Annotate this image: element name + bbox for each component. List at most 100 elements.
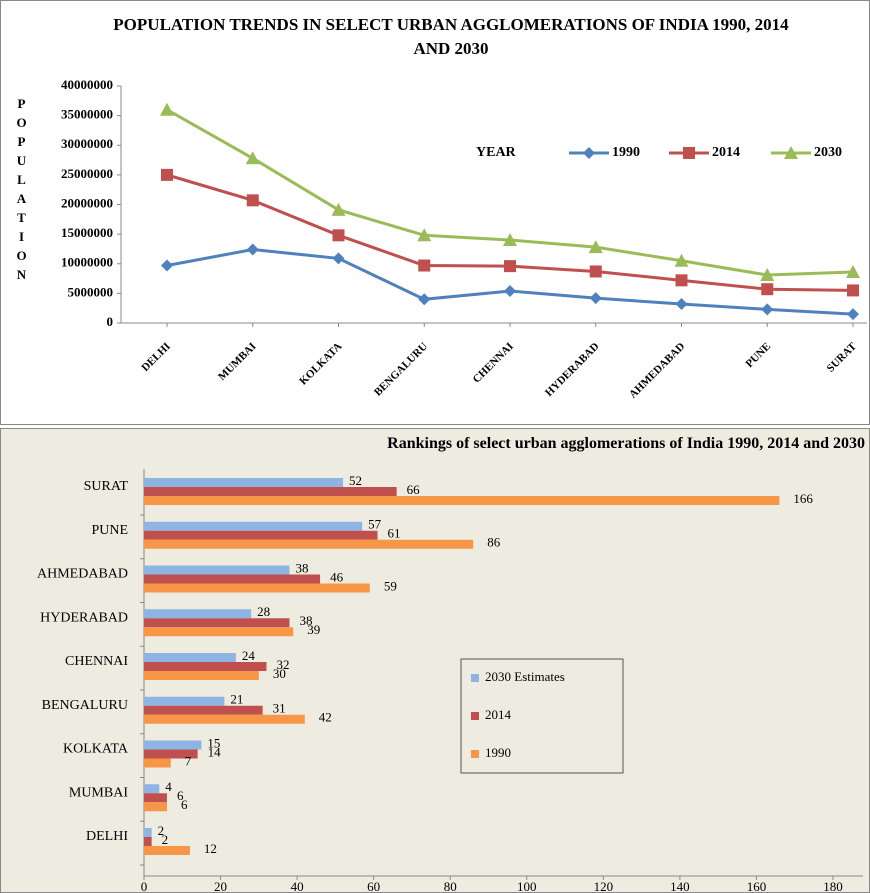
marker <box>675 274 688 287</box>
y-tick-label: PUNE <box>91 523 128 538</box>
x-tick-label: 160 <box>747 879 767 892</box>
bar <box>144 627 294 637</box>
x-tick-label: 40 <box>291 879 304 892</box>
x-tick-label: 0 <box>141 879 148 892</box>
marker <box>246 194 259 207</box>
x-tick-label: KOLKATA <box>297 340 344 387</box>
data-label: 39 <box>307 622 320 637</box>
x-tick-label: HYDERABAD <box>543 340 602 399</box>
legend-swatch <box>471 674 479 682</box>
data-label: 30 <box>273 666 286 681</box>
bar <box>144 671 259 680</box>
legend-box <box>460 658 624 774</box>
bar <box>144 828 152 837</box>
marker <box>418 259 431 272</box>
bar <box>144 609 252 619</box>
bar <box>144 758 171 768</box>
bar <box>144 539 474 549</box>
y-tick-label: MUMBAI <box>69 785 128 800</box>
bar <box>144 496 780 505</box>
y-tick-label: AHMEDABAD <box>37 567 128 582</box>
data-label: 4 <box>165 779 172 794</box>
marker <box>846 265 860 279</box>
data-label: 38 <box>299 613 312 628</box>
y-tick-label: 35000000 <box>61 107 113 122</box>
x-tick-label: 80 <box>444 879 457 892</box>
bar <box>144 837 152 846</box>
data-label: 28 <box>257 604 270 619</box>
bar <box>144 478 344 487</box>
data-label: 31 <box>273 701 286 716</box>
bar <box>144 653 236 662</box>
x-tick-label: MUMBAI <box>216 340 259 383</box>
bar <box>144 793 167 803</box>
x-tick-label: AHMEDABAD <box>627 340 687 400</box>
marker <box>332 229 345 242</box>
marker <box>583 147 595 159</box>
y-tick-label: CHENNAI <box>65 654 128 669</box>
marker <box>674 253 689 267</box>
line-panel: 0 5000000 10000000 15000000 20000000 25000000… <box>0 0 870 425</box>
bar <box>144 784 160 794</box>
chart-title: POPULATION TRENDS IN SELECT URBAN AGGLOM… <box>113 15 789 58</box>
data-label: 66 <box>407 482 421 497</box>
x-tick-label: PUNE <box>743 340 773 370</box>
x-tick-label: CHENNAI <box>471 340 516 385</box>
marker <box>589 292 602 305</box>
legend-label: 2030 Estimates <box>485 669 565 684</box>
x-tick-label: SURAT <box>825 340 860 375</box>
bar <box>144 662 267 671</box>
x-tick-label: 140 <box>670 879 690 892</box>
data-label: 59 <box>384 578 397 593</box>
data-label: 86 <box>487 535 501 550</box>
legend-label: 2030 <box>814 145 842 160</box>
marker <box>245 151 260 165</box>
y-tick-label: 40000000 <box>61 77 113 92</box>
legend-title: YEAR <box>476 145 517 160</box>
marker <box>760 268 775 282</box>
marker <box>246 243 259 256</box>
marker <box>504 285 516 298</box>
bar <box>144 618 290 628</box>
marker <box>588 240 603 254</box>
data-label: 32 <box>276 657 289 672</box>
y-tick-label: KOLKATA <box>63 742 129 757</box>
x-tick-label: 20 <box>214 879 227 892</box>
y-tick-label: 25000000 <box>61 166 113 181</box>
data-label: 46 <box>330 569 344 584</box>
data-label: 2 <box>158 823 165 838</box>
x-tick-label: 100 <box>517 879 537 892</box>
x-tick-label: 60 <box>367 879 380 892</box>
bar <box>144 565 290 575</box>
legend-label: 2014 <box>712 145 740 160</box>
data-label: 6 <box>181 797 188 812</box>
marker <box>503 233 517 247</box>
bar <box>144 521 363 531</box>
marker <box>761 303 774 316</box>
marker <box>331 202 346 216</box>
marker <box>332 252 345 265</box>
legend-swatch <box>471 712 479 720</box>
marker <box>418 293 431 306</box>
data-label: 24 <box>242 648 256 663</box>
marker <box>675 298 688 311</box>
marker <box>417 228 432 242</box>
x-tick-label: DELHI <box>139 340 173 374</box>
bar <box>144 740 202 750</box>
data-label: 61 <box>387 526 400 541</box>
y-tick-label: 15000000 <box>61 225 113 240</box>
chart-title: Rankings of select urban agglomerations … <box>387 435 865 452</box>
data-label: 57 <box>368 517 382 532</box>
bar <box>144 714 305 724</box>
legend-label: 2014 <box>485 707 512 722</box>
marker <box>160 102 174 116</box>
bar <box>144 696 225 706</box>
data-label: 21 <box>230 692 243 707</box>
legend-swatch <box>471 750 479 758</box>
data-label: 7 <box>185 753 192 768</box>
bar <box>144 846 190 855</box>
legend-label: 1990 <box>612 145 640 160</box>
bar <box>144 487 397 496</box>
